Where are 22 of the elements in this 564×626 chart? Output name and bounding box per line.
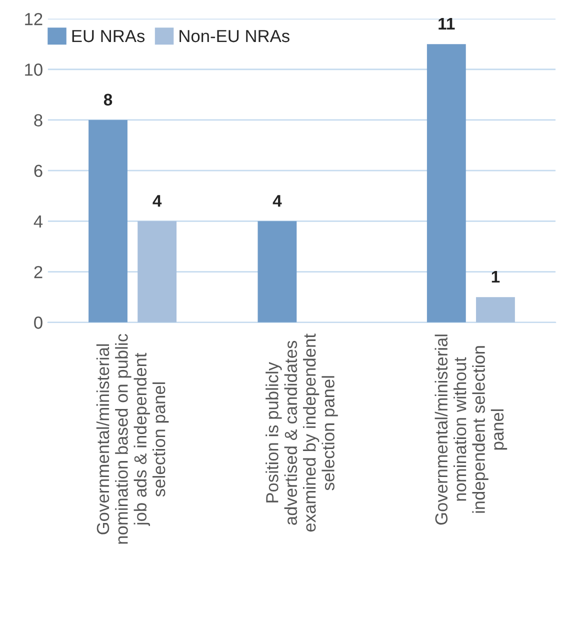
y-tick-label: 4 xyxy=(34,216,43,228)
y-tick-label: 8 xyxy=(34,114,42,126)
data-label: 4 xyxy=(152,195,162,207)
data-label: 8 xyxy=(104,94,112,106)
legend-label: Non-EU NRAs xyxy=(180,30,290,42)
x-tick-label: Position is publicly advertised & candidates examined by independent selection panel xyxy=(266,334,338,532)
bar xyxy=(258,221,297,322)
bar xyxy=(138,221,177,322)
data-label: 1 xyxy=(492,271,500,283)
data-label: 11 xyxy=(438,18,455,30)
y-tick-label: 10 xyxy=(25,64,42,76)
y-tick-label: 12 xyxy=(25,12,42,26)
bar xyxy=(88,120,128,322)
y-tick-label: 6 xyxy=(34,164,42,178)
x-tick-label: Governmental/ministerial nomination based on public job ads & independent selection panel xyxy=(96,334,169,544)
data-label: 4 xyxy=(272,195,282,207)
legend-label: EU NRAs xyxy=(72,30,145,42)
bar xyxy=(476,297,515,322)
y-tick-label: 2 xyxy=(34,266,42,278)
bar xyxy=(426,44,466,322)
x-tick-label: Governmental/ministerial nomination without independent selection panel xyxy=(434,334,508,525)
y-tick-label: 0 xyxy=(34,316,42,329)
